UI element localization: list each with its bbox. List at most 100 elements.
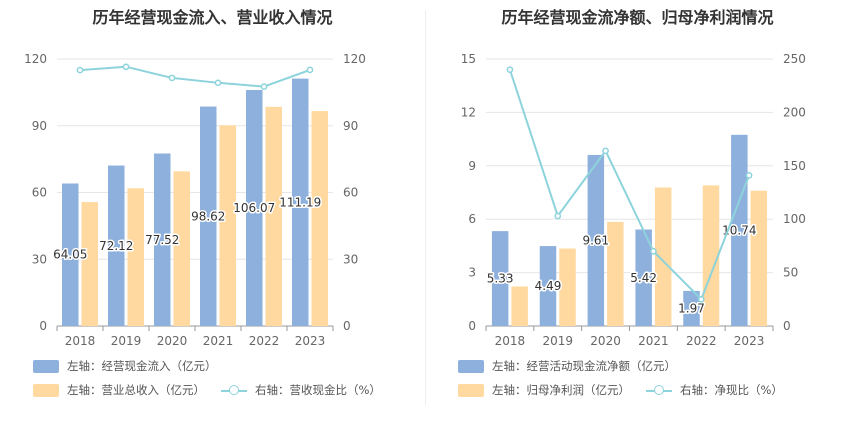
legend-row: 左轴：经营活动现金流净额（亿元） [458,358,692,374]
legend-item[interactable]: 右轴：营收现金比（%） [221,382,381,398]
legend-color-swatch [33,383,59,397]
legend-label: 左轴：经营活动现金流净额（亿元） [492,359,676,373]
right-axis-tick-label: 0 [343,319,351,333]
left-chart-plot: 0 30 60 90 120 0 30 60 90 120 2018 2019 2020 2021 2022… [24,52,366,348]
right-chart-panel: 历年经营现金流净额、归母净利润情况 0 3 6 9 12 15 0 50 100 150 200 25… [425,0,850,437]
left-axis-tick-label: 30 [32,252,47,266]
right-axis-tick-label: 50 [783,266,798,280]
left-chart-panel: 历年经营现金流入、营业收入情况 0 30 60 90 120 0 30 60 90 120 2018… [24,8,397,398]
x-axis-tick-label: 2021 [638,334,669,348]
left-axis-tick-label: 60 [32,186,47,200]
bar-value-label: 1.97 [678,301,705,315]
x-axis-tick-label: 2019 [542,334,573,348]
right-chart-title: 历年经营现金流净额、归母净利润情况 [501,8,774,27]
legend-item[interactable]: 左轴：经营活动现金流净额（亿元） [458,358,676,374]
legend-label: 右轴：营收现金比（%） [255,383,381,397]
left-axis-tick-label: 3 [468,266,476,280]
x-axis-tick-label: 2019 [111,334,142,348]
bar [635,229,652,326]
legend-label: 左轴：经营现金流入（亿元） [67,359,217,373]
line-point [602,147,609,155]
legend-label: 左轴：归母净利润（亿元） [492,383,630,397]
right-axis-tick-label: 60 [343,186,358,200]
bar-value-label: 98.62 [191,209,225,223]
left-axis-tick-label: 6 [468,212,476,226]
bar-value-label: 64.05 [53,248,87,262]
bar [511,286,528,326]
legend-item[interactable]: 左轴：归母净利润（亿元） [458,382,630,398]
line-point [745,172,753,179]
bar-value-label: 5.33 [487,272,514,286]
line-point [506,66,514,74]
right-axis-tick-label: 0 [783,319,791,333]
x-axis-tick-label: 2022 [686,334,717,348]
legend-color-swatch [33,359,59,373]
bar-value-label: 111.19 [279,195,321,209]
bar [108,165,125,326]
bar [587,154,605,326]
bar [200,106,217,327]
line-point [122,63,130,71]
legend-label: 右轴：净现比（%） [680,383,783,397]
left-axis-tick-label: 12 [461,105,476,119]
bar-value-label: 106.07 [233,201,275,215]
bar [750,190,768,326]
legend-color-swatch [458,383,484,397]
right-axis-tick-label: 250 [783,52,806,66]
bar-value-label: 4.49 [535,279,562,293]
legend-item[interactable]: 右轴：净现比（%） [646,382,783,398]
line-point [260,83,268,90]
bar [539,246,557,326]
x-axis-tick-label: 2020 [157,334,188,348]
legend-line-swatch [646,384,672,397]
legend-item[interactable]: 左轴：经营现金流入（亿元） [33,358,217,374]
legend-label: 左轴：营业总收入（亿元） [67,383,205,397]
right-axis-tick-label: 120 [343,52,366,66]
bar [62,183,79,326]
line-point [554,212,562,220]
left-chart-title: 历年经营现金流入、营业收入情况 [92,8,333,27]
line-point [650,247,657,255]
line-point [76,66,84,74]
x-axis-tick-label: 2023 [295,334,326,348]
panel-divider [425,10,426,405]
legend-row: 左轴：营业总收入（亿元） 右轴：营收现金比（%） [33,382,397,398]
line-point [168,74,176,82]
bar [154,153,171,326]
legend-item[interactable]: 左轴：营业总收入（亿元） [33,382,205,398]
series-line [508,69,751,302]
bar [491,231,509,326]
bar-value-label: 72.12 [99,239,133,253]
x-axis-tick-label: 2021 [203,334,234,348]
bar [246,89,263,326]
bar [219,125,236,327]
bar-value-label: 9.61 [582,233,609,247]
right-axis-tick-label: 200 [783,105,806,119]
bar [292,78,309,326]
legend-color-swatch [458,359,484,373]
x-axis-tick-label: 2020 [590,334,621,348]
bar [683,290,700,326]
left-axis-tick-label: 90 [32,119,47,133]
legend-row: 左轴：经营现金流入（亿元） [33,358,233,374]
legend-row: 左轴：归母净利润（亿元） 右轴：净现比（%） [458,382,799,398]
right-axis-tick-label: 150 [783,159,806,173]
bar [654,187,672,326]
left-axis-tick-label: 0 [468,319,476,333]
bar [81,202,98,326]
line-point [306,66,314,74]
bar-value-label: 5.42 [630,271,657,285]
x-axis-tick-label: 2023 [734,334,765,348]
x-axis-tick-label: 2022 [249,334,280,348]
bar [559,248,576,326]
bar [127,188,144,326]
bar-value-label: 77.52 [145,233,179,247]
x-axis-tick-label: 2018 [495,334,526,348]
bar [731,134,748,326]
left-axis-tick-label: 9 [468,159,476,173]
right-axis-tick-label: 90 [343,119,358,133]
bar [702,185,720,326]
bar [311,111,328,326]
left-axis-tick-label: 15 [461,52,476,66]
